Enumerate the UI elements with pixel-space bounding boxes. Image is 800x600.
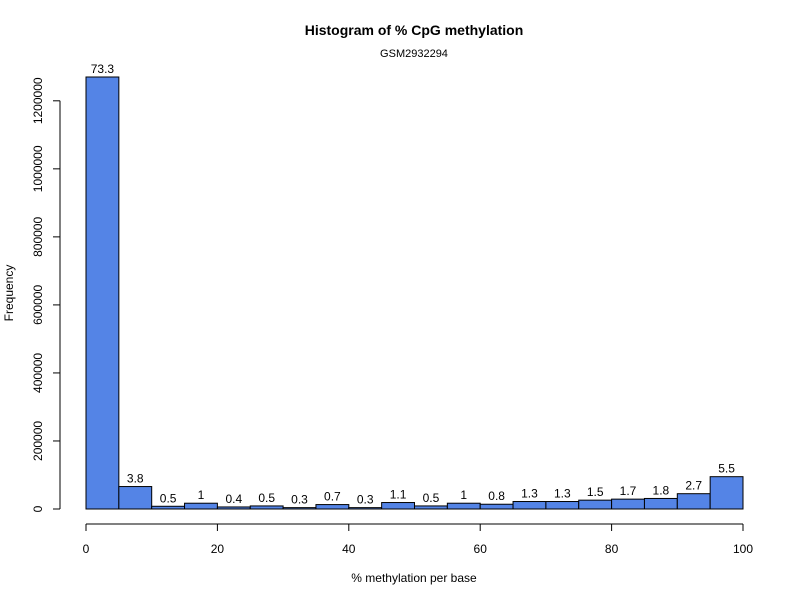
histogram-bar: [282, 507, 317, 510]
bar-value-label: 73.3: [91, 62, 115, 76]
y-tick-label: 0: [31, 505, 45, 512]
bar-value-label: 0.8: [488, 489, 505, 503]
histogram-bar: [446, 502, 481, 510]
histogram-bar: [479, 503, 514, 510]
x-tick-label: 40: [342, 542, 356, 556]
x-axis: 0 20 40 60 80 100: [83, 523, 753, 556]
histogram-bar: [414, 505, 448, 510]
chart-subtitle: GSM2932294: [380, 48, 448, 60]
x-axis-label: % methylation per base: [351, 571, 477, 585]
chart-title: Histogram of % CpG methylation: [305, 22, 524, 38]
histogram-bar: [151, 505, 186, 510]
bar-value-label: 0.7: [324, 490, 341, 504]
y-tick-label: 200000: [31, 421, 45, 461]
bar-value-label: 0.5: [423, 491, 440, 505]
bar-value-label: 1: [460, 488, 467, 502]
x-tick-label: 100: [733, 542, 753, 556]
y-tick-label: 1000000: [31, 145, 45, 192]
histogram-bar: [381, 502, 415, 510]
histogram-bar: [85, 76, 120, 510]
bar-value-label: 1.3: [521, 487, 538, 501]
bar-value-label: 0.4: [225, 492, 242, 506]
bar-value-label: 1: [198, 488, 205, 502]
bar-value-label: 1.3: [554, 487, 571, 501]
histogram-bar: [184, 502, 218, 510]
histogram-bar: [643, 497, 678, 510]
bar-value-label: 1.1: [390, 488, 407, 502]
histogram-bar: [216, 506, 251, 510]
x-tick-label: 0: [83, 542, 90, 556]
bar-value-label: 1.8: [653, 483, 670, 497]
y-tick-label: 800000: [31, 217, 45, 257]
y-tick-label: 400000: [31, 353, 45, 393]
y-axis: 0 200000 400000 600000 800000 1000000 1200000: [31, 77, 61, 512]
histogram-bar: [545, 501, 580, 510]
bar-value-label: 0.5: [258, 491, 275, 505]
histogram-bar: [512, 501, 547, 510]
bar-value-label: 0.3: [291, 493, 308, 507]
histogram-bar: [709, 476, 744, 510]
y-tick-label: 600000: [31, 285, 45, 325]
bar-labels-group: 73.3 3.8 0.5 1 0.4 0.5 0.3 0.7 0.3 1.1 0.5 1 0.8 1.3 1…: [91, 62, 735, 507]
histogram-bar: [315, 504, 350, 510]
histogram-bar: [578, 499, 613, 510]
bars-group: [85, 76, 744, 510]
bar-value-label: 1.7: [620, 484, 637, 498]
bar-value-label: 2.7: [685, 479, 702, 493]
bar-value-label: 1.5: [587, 485, 604, 499]
x-tick-label: 20: [211, 542, 225, 556]
histogram-bar: [611, 498, 645, 510]
histogram-bar: [676, 493, 711, 510]
histogram-bar: [118, 486, 153, 510]
y-tick-label: 1200000: [31, 77, 45, 124]
histogram-bar: [249, 505, 284, 510]
bar-value-label: 0.3: [357, 493, 374, 507]
bar-value-label: 3.8: [127, 472, 144, 486]
y-axis-label: Frequency: [2, 265, 16, 322]
bar-value-label: 5.5: [718, 462, 735, 476]
histogram-bar: [348, 507, 383, 510]
x-tick-label: 60: [474, 542, 488, 556]
x-tick-label: 80: [605, 542, 619, 556]
bar-value-label: 0.5: [160, 491, 177, 505]
